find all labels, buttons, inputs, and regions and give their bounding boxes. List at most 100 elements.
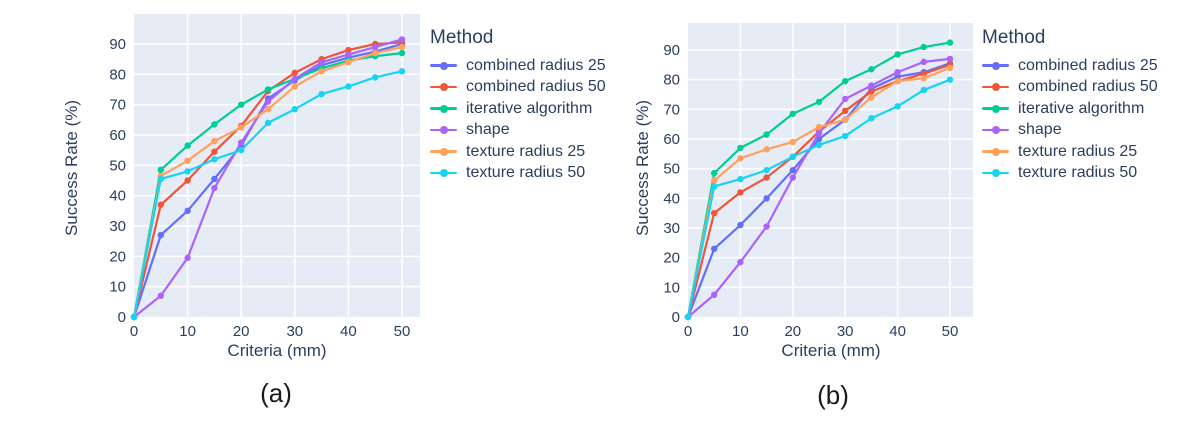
data-point-marker [238,101,245,108]
data-point-marker [763,174,770,181]
data-point-marker [184,157,191,164]
data-point-marker [184,254,191,262]
legend-item-shape[interactable]: shape [430,120,606,142]
legend-item-label: texture radius 25 [466,142,586,160]
data-point-marker [894,51,901,58]
data-point-marker [737,144,744,152]
caption-b: (b) [817,380,849,410]
data-point-marker [372,43,379,51]
legend-item-combined-radius-50[interactable]: combined radius 50 [430,77,606,99]
y-tick-label: 70 [663,101,680,118]
legend-item-texture-radius-25[interactable]: texture radius 25 [982,141,1158,163]
x-tick-label: 40 [340,323,357,340]
data-point-marker [184,177,191,184]
y-axis-title-b: Success Rate (%) [633,99,652,237]
data-point-marker [711,291,718,298]
data-point-marker [946,55,954,63]
data-point-marker [789,110,796,117]
data-point-marker [184,142,191,149]
legend-item-combined-radius-25[interactable]: combined radius 25 [982,55,1158,77]
data-point-marker [157,166,164,174]
tick-labels-a: 0 10 20 30 40 50 0 10 20 30 40 50 60 70 80 90 [109,36,410,340]
legend-item-combined-radius-50[interactable]: combined radius 50 [982,77,1158,99]
legend-item-combined-radius-25[interactable]: combined radius 25 [430,55,606,77]
data-point-marker [842,132,849,140]
data-point-marker [868,115,875,122]
data-point-marker [184,168,191,175]
data-point-marker [291,106,298,113]
data-point-marker [398,49,406,57]
data-point-marker [157,201,164,208]
data-point-marker [763,223,770,230]
legend-item-texture-radius-50[interactable]: texture radius 50 [982,163,1158,185]
data-point-marker [211,121,218,128]
legend-item-texture-radius-50[interactable]: texture radius 50 [430,163,606,185]
data-point-marker [711,177,718,184]
y-tick-label: 90 [663,42,680,59]
data-point-marker [737,155,744,162]
data-point-marker [211,148,218,155]
data-point-marker [157,231,164,239]
data-point-marker [920,74,927,82]
data-point-marker [211,184,218,192]
x-axis-title-b: Criteria (mm) [781,341,881,360]
y-tick-label: 0 [672,309,680,326]
legend-swatch-icon [430,126,457,135]
y-tick-label: 50 [663,161,680,178]
data-point-marker [291,83,298,90]
data-point-marker [894,103,901,110]
legend-swatch-icon [430,83,457,92]
legend-item-label: texture radius 25 [1018,142,1138,160]
data-point-marker [318,68,325,75]
data-point-marker [737,175,744,183]
y-tick-label: 80 [663,72,680,89]
legend-item-texture-radius-25[interactable]: texture radius 25 [430,141,606,163]
data-point-marker [211,156,218,163]
legend-swatch-icon [982,61,1009,70]
legend-swatch-icon [430,169,457,178]
data-point-marker [763,131,770,138]
y-tick-label: 40 [663,190,680,207]
data-point-marker [345,46,352,54]
chart-b: 0 10 20 30 40 50 0 10 20 30 40 50 60 70 80 90 [663,23,973,340]
legend-swatch-icon [430,61,457,70]
legend-swatch-icon [430,147,457,156]
y-tick-label: 10 [109,279,126,296]
data-point-marker [920,70,927,77]
data-point-marker [398,68,406,75]
data-point-marker [920,86,927,94]
data-point-marker [868,82,875,89]
legend-item-label: texture radius 50 [1018,164,1138,182]
data-point-marker [318,59,325,66]
x-axis-title-a: Criteria (mm) [227,341,327,360]
y-tick-label: 0 [118,309,126,326]
data-point-marker [711,183,718,190]
data-point-marker [398,36,406,43]
legend-item-iterative-algorithm[interactable]: iterative algorithm [982,98,1158,120]
legend-items-b: combined radius 25 combined radius 50 iter… [982,55,1158,184]
data-point-marker [763,166,770,174]
data-point-marker [345,51,352,58]
x-tick-label: 30 [837,323,854,340]
legend-items-a: combined radius 25 combined radius 50 iter… [430,55,606,184]
legend-swatch-icon [982,83,1009,92]
data-point-marker [318,90,325,98]
data-point-marker [238,139,245,146]
legend-swatch-icon [982,126,1009,135]
data-point-marker [264,106,272,113]
series-b-texture-radius-50 [684,76,954,321]
legend-item-shape[interactable]: shape [982,120,1158,142]
legend-item-iterative-algorithm[interactable]: iterative algorithm [430,98,606,120]
y-tick-label: 20 [663,250,680,267]
data-point-marker [737,258,744,266]
legend-swatch-icon [982,147,1009,156]
legend-item-label: combined radius 50 [1018,78,1158,96]
data-point-marker [789,166,796,174]
legend-item-label: combined radius 50 [466,78,606,96]
y-tick-label: 70 [109,97,126,114]
data-point-marker [868,94,875,101]
x-tick-label: 0 [130,323,138,340]
data-point-marker [184,207,191,215]
data-point-marker [894,73,901,80]
